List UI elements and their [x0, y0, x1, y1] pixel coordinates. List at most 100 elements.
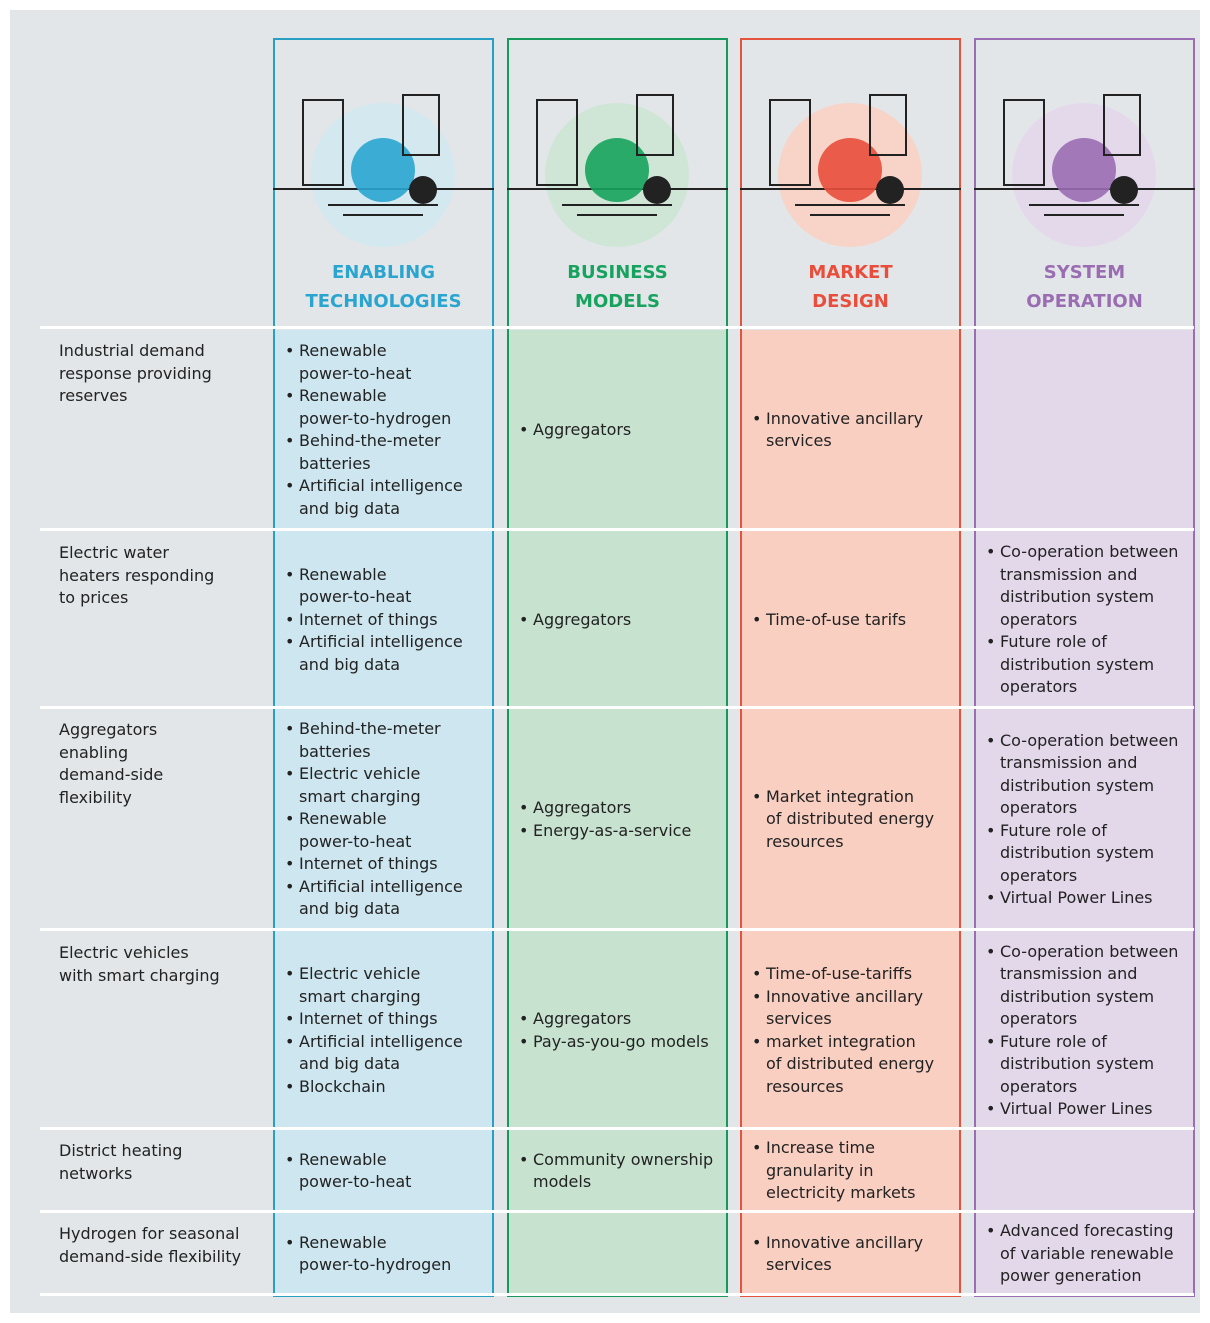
- row-label-line: Electric water: [59, 543, 169, 562]
- bullet-line: Future role of: [1000, 1031, 1107, 1051]
- row-label: Industrial demand response providing reser…: [59, 340, 212, 408]
- bullet-line: transmission and: [1000, 564, 1138, 584]
- bullet-line: Renewable: [299, 1149, 387, 1169]
- bullet-line: Renewable: [299, 386, 387, 405]
- bullet-line: Future role of: [1000, 820, 1107, 840]
- row-separator: [40, 326, 1194, 329]
- bullet-item: Virtual Power Lines: [980, 887, 1185, 910]
- row-label-line: response providing: [59, 363, 212, 383]
- cell: Behind-the-meterbatteriesElectric vehicl…: [279, 713, 484, 926]
- bullet-line: of distributed energy: [766, 809, 935, 829]
- bullet-item: Aggregators: [513, 609, 718, 632]
- bullet-line: power-to-heat: [299, 831, 412, 851]
- bullet-line: transmission and: [1000, 964, 1138, 983]
- bullet-line: Internet of things: [299, 609, 438, 629]
- bullet-line: operators: [1000, 1009, 1078, 1028]
- bullet-line: of variable renewable: [1000, 1243, 1174, 1263]
- row-label-line: networks: [59, 1163, 133, 1183]
- bullet-line: Future role of: [1000, 632, 1107, 652]
- row-label-line: Electric vehicles: [59, 943, 189, 962]
- bullet-line: electricity markets: [766, 1183, 916, 1203]
- column-title-line: TECHNOLOGIES: [305, 291, 462, 312]
- bullet-line: operators: [1000, 609, 1078, 629]
- cell: Renewable power-to-heatInternet of things…: [279, 536, 484, 704]
- bullet-line: smart charging: [299, 986, 421, 1006]
- column-title: MARKET DESIGN: [740, 258, 961, 316]
- bullet-line: distribution system: [1000, 654, 1155, 674]
- cell: [980, 334, 1185, 526]
- cell: Aggregators: [513, 334, 718, 526]
- bullet-line: power-to-hydrogen: [299, 408, 452, 428]
- cell: Time-of-use-tariffs Innovative ancillary s…: [746, 936, 951, 1125]
- row-label: Electric water heaters responding to price…: [59, 542, 214, 610]
- bullet-item: Time-of-use tarifs: [746, 609, 951, 632]
- bullet-item: Aggregators: [513, 797, 718, 820]
- bullet-item: Renewable power-to-heat: [279, 564, 484, 609]
- bullet-line: power-to-heat: [299, 1172, 412, 1191]
- bullet-item: Blockchain: [279, 1076, 484, 1099]
- row-separator: [40, 1210, 1194, 1213]
- bullet-line: services: [766, 431, 832, 450]
- bullet-item: Aggregators: [513, 419, 718, 442]
- column-title: SYSTEM OPERATION: [974, 258, 1195, 316]
- bullet-line: Renewable: [299, 809, 387, 829]
- bullet-line: and big data: [299, 1054, 401, 1073]
- bullet-line: distribution system: [1000, 1054, 1155, 1073]
- bullet-line: batteries: [299, 741, 371, 761]
- bullet-line: transmission and: [1000, 753, 1138, 772]
- column-title-line: BUSINESS: [567, 262, 668, 283]
- cell: Innovative ancillary services: [746, 334, 951, 526]
- row-label-line: flexibility: [59, 787, 132, 807]
- bullet-item: Renewable power-to-hydrogen: [279, 1232, 484, 1277]
- bullet-line: Virtual Power Lines: [1000, 1099, 1153, 1118]
- bullet-line: Renewable: [299, 564, 387, 584]
- cell: Community ownership models: [513, 1134, 718, 1208]
- cell: Aggregators Pay-as-you-go models: [513, 936, 718, 1125]
- bullet-line: Innovative ancillary: [766, 1232, 924, 1252]
- bullet-line: Renewable: [299, 1232, 387, 1252]
- bullet-line: Co-operation between: [1000, 941, 1179, 961]
- row-label-line: Industrial demand: [59, 341, 205, 360]
- bullet-item: Future role of distribution system operato…: [980, 820, 1185, 888]
- bullet-line: distribution system: [1000, 843, 1155, 862]
- bullet-line: granularity in: [766, 1160, 874, 1180]
- column-icon: [974, 94, 1195, 247]
- bullet-item: Innovative ancillary services: [746, 408, 951, 453]
- bullet-line: Internet of things: [299, 1009, 438, 1028]
- bullet-line: market integration: [766, 1031, 916, 1051]
- bullet-line: Artificial intelligence: [299, 632, 463, 652]
- column-title-line: DESIGN: [812, 291, 889, 312]
- row-label: Aggregators enabling demand-side flexibilit…: [59, 719, 163, 809]
- bullet-line: Co-operation between: [1000, 730, 1179, 750]
- cell: [980, 1134, 1185, 1208]
- bullet-line: services: [766, 1255, 832, 1274]
- bullet-line: resources: [766, 1076, 844, 1096]
- row-label-line: Aggregators: [59, 720, 158, 739]
- bullet-item: Internet of things: [279, 853, 484, 876]
- row-label-line: Hydrogen for seasonal: [59, 1224, 240, 1243]
- cell: Electric vehicle smart charging Internet o…: [279, 936, 484, 1125]
- bullet-line: operators: [1000, 865, 1078, 885]
- bullet-line: power-to-heat: [299, 587, 412, 607]
- row-label: Electric vehicles with smart charging: [59, 942, 220, 987]
- column-title-line: OPERATION: [1026, 291, 1143, 312]
- bullet-line: Artificial intelligence: [299, 876, 463, 896]
- bullet-line: Pay-as-you-go models: [533, 1031, 709, 1051]
- bullet-line: Energy-as-a-service: [533, 820, 692, 840]
- bullet-line: resources: [766, 831, 844, 851]
- column-title-line: SYSTEM: [1043, 262, 1126, 283]
- bullet-line: and big data: [299, 498, 401, 518]
- row-label-line: demand-side flexibility: [59, 1246, 242, 1266]
- row-separator: [40, 528, 1194, 531]
- bullet-line: Artificial intelligence: [299, 476, 463, 495]
- cell: Co-operation between transmission and dist…: [980, 713, 1185, 926]
- column-title-line: MODELS: [575, 291, 660, 312]
- bullet-line: Co-operation between: [1000, 542, 1179, 562]
